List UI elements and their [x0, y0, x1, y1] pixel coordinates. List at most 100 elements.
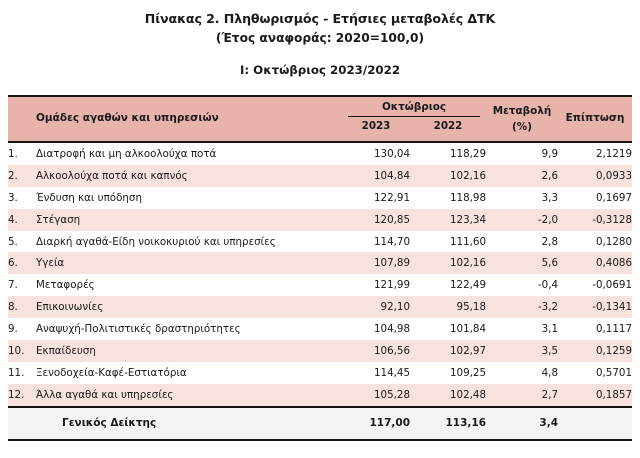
row-value-2023: 105,28 — [373, 388, 411, 401]
table-row: 7. Μεταφορές 121,99 122,49 -0,4 -0,0691 — [8, 274, 633, 297]
row-index: 5. — [8, 235, 18, 248]
row-value-2022: 102,16 — [449, 257, 487, 270]
row-value-2023: 121,99 — [373, 279, 411, 292]
total-label: Γενικός Δείκτης — [36, 405, 343, 441]
row-index: 6. — [8, 257, 18, 270]
row-label: Ξενοδοχεία-Καφέ-Εστιατόρια — [36, 366, 187, 379]
row-label: Υγεία — [36, 257, 65, 270]
row-index: 12. — [8, 388, 25, 401]
row-value-2023: 106,56 — [373, 344, 411, 357]
header-label-goods: Ομάδες αγαθών και υπηρεσιών — [36, 112, 219, 125]
title-block: Πίνακας 2. Πληθωρισμός - Ετήσιες μεταβολ… — [0, 0, 640, 77]
row-value-2023: 130,04 — [373, 147, 411, 160]
header-label-change: Μεταβολή — [492, 104, 552, 117]
row-impact: -0,1341 — [592, 301, 633, 314]
row-value-2022: 109,25 — [449, 366, 487, 379]
period-label: Ι: Οκτώβριος 2023/2022 — [239, 62, 401, 77]
row-label: Αναψυχή-Πολιτιστικές δραστηριότητες — [36, 323, 241, 336]
row-impact: 0,1280 — [595, 235, 633, 248]
inflation-table: Ομάδες αγαθών και υπηρεσιών Οκτώβριος 20… — [8, 95, 633, 441]
row-index: 10. — [8, 344, 25, 357]
row-change-pct: 2,7 — [541, 388, 559, 401]
row-label: Ένδυση και υπόδηση — [36, 191, 142, 204]
row-value-2022: 102,97 — [449, 344, 487, 357]
header-label-year-2022: 2022 — [433, 120, 463, 133]
row-change-pct: -0,4 — [537, 279, 559, 292]
page-title: Πίνακας 2. Πληθωρισμός - Ετήσιες μεταβολ… — [144, 11, 496, 26]
header-cell-impact: Επίπτωση — [558, 96, 632, 142]
row-impact: 0,1117 — [595, 323, 633, 336]
row-index: 8. — [8, 301, 18, 314]
header-label-month: Οκτώβριος — [381, 101, 447, 113]
row-value-2022: 102,48 — [449, 388, 487, 401]
row-value-2022: 122,49 — [449, 279, 487, 292]
table-total-row: Γενικός Δείκτης 117,00 113,16 3,4 — [8, 405, 633, 441]
header-label-year-2023: 2023 — [361, 120, 391, 133]
row-index: 11. — [8, 366, 25, 379]
row-label: Μεταφορές — [36, 279, 95, 292]
row-value-2022: 118,29 — [449, 147, 487, 160]
row-impact: 0,1697 — [595, 191, 633, 204]
row-impact: 2,1219 — [595, 147, 633, 160]
table-row: 6. Υγεία 107,89 102,16 5,6 0,4086 — [8, 252, 633, 275]
row-impact: 0,1259 — [595, 344, 633, 357]
row-index: 1. — [8, 147, 18, 160]
row-value-2022: 95,18 — [456, 301, 487, 314]
row-index: 4. — [8, 213, 18, 226]
row-value-2023: 120,85 — [373, 213, 411, 226]
total-value-2023: 117,00 — [342, 405, 411, 441]
header-cell-month-group: Οκτώβριος 2023 2022 — [342, 96, 486, 142]
row-label: Αλκοολούχα ποτά και καπνός — [36, 169, 188, 182]
total-index — [8, 405, 36, 441]
row-change-pct: 4,8 — [541, 366, 559, 379]
row-change-pct: 9,9 — [541, 147, 559, 160]
row-change-pct: 3,1 — [541, 323, 559, 336]
row-change-pct: 2,8 — [541, 235, 559, 248]
row-value-2023: 122,91 — [373, 191, 411, 204]
row-change-pct: -3,2 — [537, 301, 559, 314]
row-value-2022: 111,60 — [449, 235, 487, 248]
row-value-2023: 104,98 — [373, 323, 411, 336]
row-impact: 0,1857 — [595, 388, 633, 401]
row-impact: 0,5701 — [595, 366, 633, 379]
total-impact — [558, 405, 633, 441]
row-index: 9. — [8, 323, 18, 336]
table-header: Ομάδες αγαθών και υπηρεσιών Οκτώβριος 20… — [8, 96, 633, 142]
row-index: 3. — [8, 191, 18, 204]
row-index: 7. — [8, 279, 18, 292]
row-change-pct: 2,6 — [541, 169, 559, 182]
table-row: 10. Εκπαίδευση 106,56 102,97 3,5 0,1259 — [8, 340, 633, 362]
row-value-2023: 107,89 — [373, 257, 411, 270]
row-label: Διατροφή και μη αλκοολούχα ποτά — [36, 147, 217, 160]
row-change-pct: 3,5 — [541, 344, 559, 357]
table-row: 12. Άλλα αγαθά και υπηρεσίες 105,28 102,48 2… — [8, 383, 633, 407]
row-label: Επικοινωνίες — [36, 301, 104, 314]
row-index: 2. — [8, 169, 18, 182]
table-row: 11. Ξενοδοχεία-Καφέ-Εστιατόρια 114,45 109,2… — [8, 361, 633, 384]
row-label: Εκπαίδευση — [36, 344, 96, 357]
table-row: 3. Ένδυση και υπόδηση 122,91 118,98 3,3 0,169… — [8, 186, 633, 209]
row-impact: -0,0691 — [592, 279, 633, 292]
row-change-pct: 3,3 — [541, 191, 559, 204]
table-row: 1. Διατροφή και μη αλκοολούχα ποτά 130,04 1… — [8, 142, 633, 165]
table-body: 1. Διατροφή και μη αλκοολούχα ποτά 130,04 1… — [8, 142, 633, 441]
row-impact: -0,3128 — [592, 213, 633, 226]
row-change-pct: -2,0 — [537, 213, 559, 226]
row-label: Άλλα αγαθά και υπηρεσίες — [36, 388, 174, 401]
row-change-pct: 5,6 — [541, 257, 559, 270]
header-label-impact: Επίπτωση — [565, 112, 625, 125]
row-value-2022: 118,98 — [449, 191, 487, 204]
header-cell-change: Μεταβολή (%) — [486, 96, 558, 142]
row-value-2023: 114,70 — [373, 235, 411, 248]
header-cell-goods: Ομάδες αγαθών και υπηρεσιών — [8, 96, 342, 142]
total-change-pct: 3,4 — [486, 405, 559, 441]
row-value-2023: 114,45 — [373, 366, 411, 379]
header-label-change-unit: (%) — [512, 121, 532, 133]
row-value-2022: 102,16 — [449, 169, 487, 182]
header-group-rule — [348, 116, 481, 118]
row-value-2022: 123,34 — [449, 213, 487, 226]
table-row: 8. Επικοινωνίες 92,10 95,18 -3,2 -0,1341 — [8, 296, 633, 319]
row-impact: 0,0933 — [595, 169, 633, 182]
row-value-2022: 101,84 — [449, 323, 487, 336]
